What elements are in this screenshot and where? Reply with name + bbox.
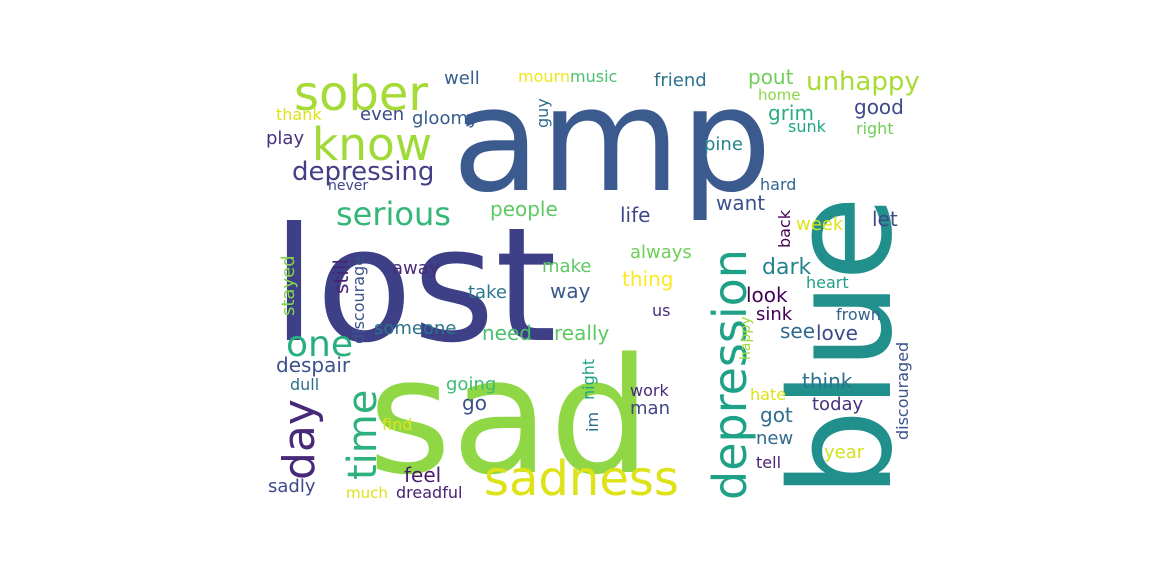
word-blue: blue bbox=[761, 195, 924, 498]
word-us: us bbox=[652, 301, 670, 320]
word-got: got bbox=[760, 403, 793, 427]
word-still: still bbox=[329, 259, 353, 294]
word-back: back bbox=[775, 209, 794, 248]
word-hate: hate bbox=[750, 385, 786, 404]
word-even: even bbox=[360, 104, 404, 125]
word-right: right bbox=[856, 119, 894, 138]
word-love: love bbox=[816, 321, 858, 345]
word-tell: tell bbox=[756, 453, 781, 472]
word-go: go bbox=[462, 391, 487, 415]
word-never: never bbox=[328, 178, 368, 194]
word-look: look bbox=[746, 283, 788, 307]
word-dark: dark bbox=[762, 255, 811, 280]
word-day: day bbox=[274, 399, 325, 480]
word-heart: heart bbox=[806, 273, 849, 292]
word-sad: sad bbox=[368, 323, 651, 510]
word-always: always bbox=[630, 242, 692, 263]
word-night: night bbox=[579, 359, 598, 400]
word-depressing: depressing bbox=[292, 157, 434, 187]
word-thing: thing bbox=[622, 267, 673, 291]
word-gloomy: gloomy bbox=[412, 108, 479, 129]
word-discouraged: discouraged bbox=[893, 342, 912, 440]
word-someone: someone bbox=[374, 318, 457, 339]
word-time: time bbox=[340, 390, 386, 480]
word-stayed: stayed bbox=[278, 255, 299, 316]
word-year: year bbox=[824, 442, 865, 463]
word-home: home bbox=[758, 86, 801, 104]
word-want: want bbox=[716, 191, 765, 215]
word-today: today bbox=[812, 394, 864, 415]
word-man: man bbox=[630, 398, 670, 419]
word-people: people bbox=[490, 197, 558, 221]
word-amp: amp bbox=[452, 56, 772, 224]
word-know: know bbox=[312, 118, 432, 171]
word-hard: hard bbox=[760, 175, 796, 194]
word-way: way bbox=[550, 279, 591, 303]
word-away: away bbox=[392, 258, 440, 279]
word-serious: serious bbox=[336, 195, 451, 233]
word-see: see bbox=[780, 319, 815, 343]
word-sadly: sadly bbox=[268, 476, 316, 497]
word-happy: happy bbox=[738, 316, 754, 360]
word-pine: pine bbox=[704, 134, 743, 155]
word-really: really bbox=[554, 321, 609, 345]
word-despair: despair bbox=[276, 353, 351, 377]
word-frown: frown bbox=[836, 305, 881, 324]
word-depression: depression bbox=[703, 249, 757, 500]
word-find: find bbox=[382, 415, 412, 434]
word-grim: grim bbox=[768, 101, 814, 125]
word-dull: dull bbox=[290, 375, 319, 394]
word-im: im bbox=[583, 412, 602, 432]
word-much: much bbox=[346, 484, 388, 502]
word-feel: feel bbox=[404, 463, 441, 487]
word-mourn: mourn bbox=[518, 67, 570, 86]
word-make: make bbox=[542, 256, 591, 277]
word-let: let bbox=[872, 207, 898, 231]
word-work: work bbox=[630, 381, 669, 400]
word-need: need bbox=[482, 321, 532, 345]
word-sink: sink bbox=[756, 304, 793, 325]
word-discourage: discourage bbox=[349, 256, 368, 344]
word-unhappy: unhappy bbox=[806, 67, 920, 97]
word-play: play bbox=[266, 128, 304, 149]
word-lost: lost bbox=[272, 194, 557, 378]
word-music: music bbox=[570, 67, 617, 86]
word-dreadful: dreadful bbox=[396, 483, 462, 502]
word-life: life bbox=[620, 203, 650, 227]
word-thank: thank bbox=[276, 105, 322, 124]
word-going: going bbox=[446, 374, 496, 395]
word-new: new bbox=[756, 428, 793, 449]
word-pout: pout bbox=[748, 65, 794, 89]
word-guy: guy bbox=[533, 98, 552, 128]
word-good: good bbox=[854, 95, 904, 119]
word-sober: sober bbox=[294, 66, 428, 122]
word-sunk: sunk bbox=[788, 117, 827, 136]
word-think: think bbox=[802, 369, 853, 393]
word-take: take bbox=[468, 282, 507, 303]
word-sadness: sadness bbox=[484, 451, 679, 507]
word-week: week bbox=[796, 214, 844, 235]
word-well: well bbox=[444, 68, 480, 89]
word-one: one bbox=[286, 324, 353, 365]
word-friend: friend bbox=[654, 70, 707, 91]
